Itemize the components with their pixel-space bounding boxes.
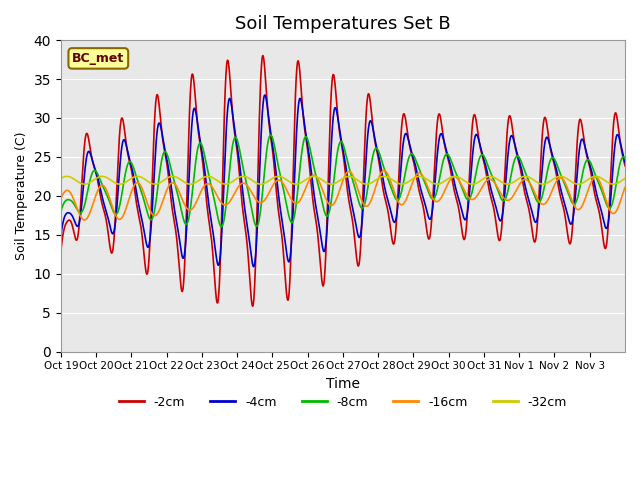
-16cm bbox=[146, 206, 154, 212]
-16cm bbox=[380, 168, 388, 173]
-4cm bbox=[250, 264, 257, 269]
-32cm bbox=[614, 180, 622, 186]
Line: -32cm: -32cm bbox=[61, 176, 625, 184]
-2cm bbox=[621, 163, 629, 168]
-4cm bbox=[57, 232, 65, 238]
-32cm bbox=[318, 177, 326, 183]
-16cm bbox=[621, 185, 629, 191]
-4cm bbox=[621, 159, 629, 165]
-2cm bbox=[57, 248, 65, 253]
-8cm bbox=[57, 208, 65, 214]
-4cm bbox=[318, 243, 326, 249]
-2cm bbox=[559, 204, 567, 210]
-16cm bbox=[477, 187, 484, 193]
-2cm bbox=[145, 254, 153, 260]
-2cm bbox=[318, 280, 326, 286]
-2cm bbox=[477, 146, 484, 152]
Y-axis label: Soil Temperature (C): Soil Temperature (C) bbox=[15, 132, 28, 260]
-16cm bbox=[614, 204, 622, 210]
-8cm bbox=[614, 168, 622, 174]
-32cm bbox=[275, 173, 282, 179]
-16cm bbox=[81, 217, 88, 223]
-4cm bbox=[145, 242, 153, 248]
X-axis label: Time: Time bbox=[326, 377, 360, 391]
Line: -16cm: -16cm bbox=[61, 170, 625, 220]
-2cm bbox=[614, 125, 622, 131]
Title: Soil Temperatures Set B: Soil Temperatures Set B bbox=[235, 15, 451, 33]
-32cm bbox=[477, 178, 484, 183]
Legend: -2cm, -4cm, -8cm, -16cm, -32cm: -2cm, -4cm, -8cm, -16cm, -32cm bbox=[114, 391, 572, 414]
-8cm bbox=[218, 224, 225, 229]
-16cm bbox=[318, 185, 326, 191]
-2cm bbox=[249, 303, 257, 309]
Line: -8cm: -8cm bbox=[61, 135, 625, 227]
Line: -2cm: -2cm bbox=[61, 56, 625, 306]
-2cm bbox=[329, 72, 337, 78]
-4cm bbox=[477, 144, 484, 150]
-8cm bbox=[559, 178, 567, 184]
-32cm bbox=[559, 174, 567, 180]
-16cm bbox=[328, 202, 336, 208]
-8cm bbox=[477, 153, 484, 159]
-8cm bbox=[621, 156, 629, 161]
-4cm bbox=[329, 119, 337, 124]
Line: -4cm: -4cm bbox=[61, 95, 625, 266]
-8cm bbox=[329, 186, 337, 192]
-8cm bbox=[267, 132, 275, 138]
-32cm bbox=[621, 176, 629, 181]
-16cm bbox=[559, 177, 567, 182]
-2cm bbox=[259, 53, 267, 59]
Text: BC_met: BC_met bbox=[72, 52, 124, 65]
-8cm bbox=[145, 215, 153, 220]
-4cm bbox=[559, 196, 567, 202]
-32cm bbox=[57, 176, 65, 181]
-4cm bbox=[614, 133, 622, 139]
-4cm bbox=[261, 92, 269, 98]
-32cm bbox=[257, 181, 265, 187]
-16cm bbox=[57, 195, 65, 201]
-8cm bbox=[318, 200, 326, 205]
-32cm bbox=[329, 181, 337, 187]
-32cm bbox=[145, 179, 153, 185]
